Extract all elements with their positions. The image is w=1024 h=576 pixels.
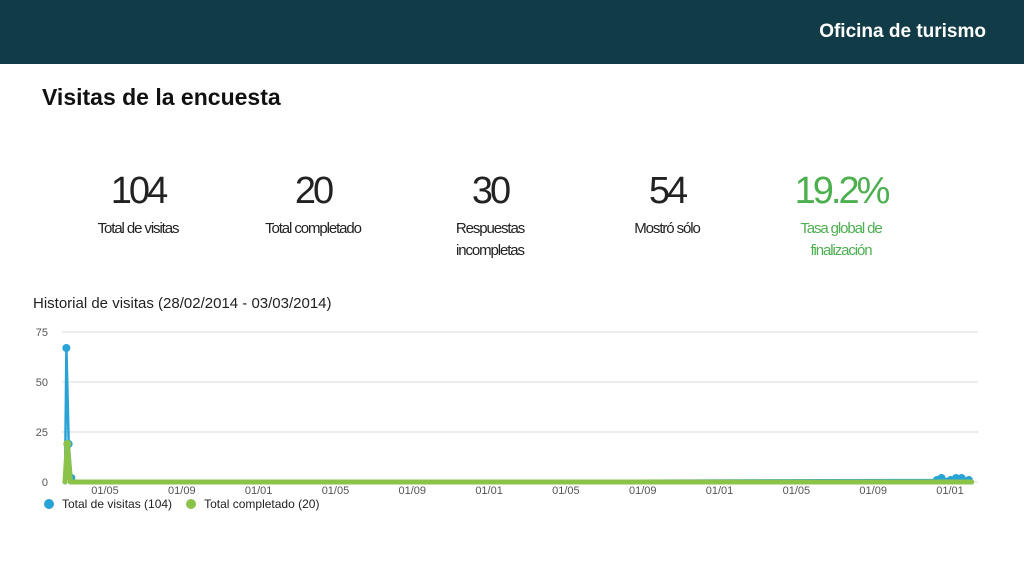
stat-value: 30 <box>471 170 511 212</box>
stat-label: Tasa global de finalización <box>800 220 882 259</box>
organization-name: Oficina de turismo <box>819 21 986 42</box>
x-tick-label: 01/09 <box>859 485 887 497</box>
legend-item-visits[interactable]: Total de visitas (104) <box>44 497 172 511</box>
y-tick-label: 25 <box>36 427 48 439</box>
visits-history-chart: 0 25 50 75 01/05 01/09 01/01 01/05 01/09 01/01 01/… <box>36 327 978 497</box>
legend-item-completed[interactable]: Total completado (20) <box>186 497 319 511</box>
series-line <box>62 441 972 485</box>
stat-incomplete-responses: 30 Respuestas incompletas <box>410 170 570 262</box>
stat-label: Respuestas incompletas <box>455 220 525 259</box>
y-tick-label: 50 <box>36 377 48 389</box>
x-tick-label: 01/01 <box>245 485 273 497</box>
stat-label: Total de visitas <box>97 220 180 237</box>
legend-marker-icon <box>186 499 197 509</box>
stat-total-visits: 104 Total de visitas <box>58 170 218 240</box>
legend-marker-icon <box>44 499 54 509</box>
x-tick-label: 01/09 <box>629 485 657 497</box>
stat-value: 104 <box>110 170 168 212</box>
chart-legend: Total de visitas (104) Total completado … <box>44 497 333 511</box>
stat-label: Mostró sólo <box>634 220 701 237</box>
top-bar: Oficina de turismo <box>0 0 1024 64</box>
page-title: Visitas de la encuesta <box>42 84 281 110</box>
data-point <box>67 479 73 485</box>
x-tick-label: 01/01 <box>475 485 503 497</box>
history-title: Historial de visitas (28/02/2014 - 03/03… <box>33 295 332 312</box>
legend-label: Total completado (20) <box>204 497 320 511</box>
stat-label: Total completado <box>265 220 362 237</box>
x-tick-label: 01/05 <box>322 485 350 497</box>
y-tick-label: 0 <box>42 477 48 489</box>
x-tick-label: 01/05 <box>552 485 580 497</box>
y-tick-label: 75 <box>36 327 48 339</box>
x-tick-label: 01/01 <box>936 485 964 497</box>
stat-value: 54 <box>648 170 688 212</box>
stat-value: 19.2% <box>794 170 891 212</box>
data-point <box>71 479 77 485</box>
x-tick-label: 01/05 <box>91 485 119 497</box>
x-tick-label: 01/09 <box>399 485 427 497</box>
x-tick-label: 01/01 <box>706 485 734 497</box>
stat-shown-only: 54 Mostró sólo <box>587 170 747 240</box>
x-tick-label: 01/09 <box>168 485 196 497</box>
legend-label: Total de visitas (104) <box>62 497 173 511</box>
stat-total-completed: 20 Total completado <box>233 170 393 240</box>
stat-value: 20 <box>294 170 334 212</box>
x-tick-label: 01/05 <box>783 485 811 497</box>
stat-completion-rate: 19.2% Tasa global de finalización <box>761 170 921 262</box>
data-point <box>63 440 72 448</box>
data-point <box>62 344 71 352</box>
data-point <box>62 479 68 485</box>
data-point <box>969 479 975 485</box>
series-line <box>63 346 973 484</box>
